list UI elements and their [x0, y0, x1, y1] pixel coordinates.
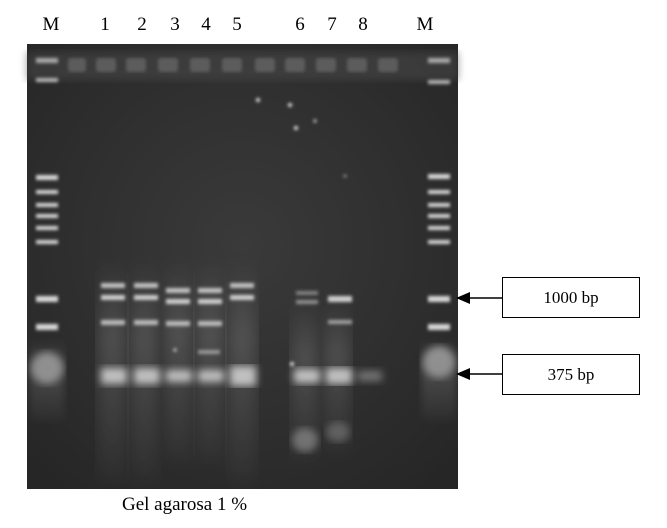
marker-label-375bp: 375 bp — [502, 354, 640, 395]
lane-label-2: 2 — [137, 14, 147, 35]
marker-label-1000bp: 1000 bp — [502, 277, 640, 318]
sample-lanes-1-5 — [98, 260, 256, 480]
lane-label-m-left: M — [42, 14, 60, 35]
lane-label-1: 1 — [100, 14, 110, 35]
lane-label-4: 4 — [201, 14, 211, 35]
lane-label-6: 6 — [295, 14, 305, 35]
marker-lane-right — [428, 58, 450, 330]
lane-label-7: 7 — [327, 14, 337, 35]
lane-label-3: 3 — [170, 14, 180, 35]
lane-label-m-right: M — [416, 14, 434, 35]
marker-lane-left — [36, 58, 58, 330]
arrow-375bp — [456, 368, 504, 380]
sample-lanes-6-8 — [292, 291, 382, 460]
lane-label-8: 8 — [358, 14, 368, 35]
lane-label-5: 5 — [232, 14, 242, 35]
gel-caption: Gel agarosa 1 % — [122, 494, 248, 515]
arrow-1000bp — [456, 292, 504, 304]
